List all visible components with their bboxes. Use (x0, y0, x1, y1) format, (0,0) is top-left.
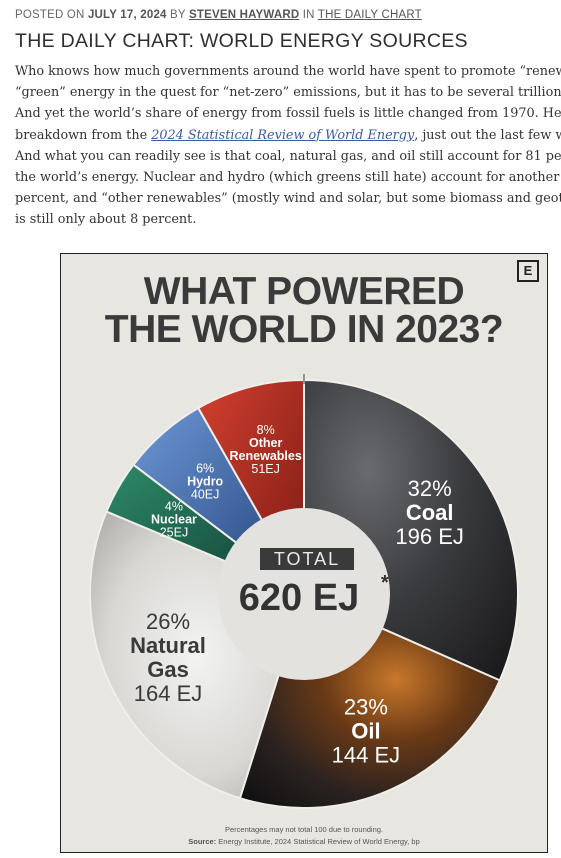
by-label: BY (170, 9, 186, 21)
energy-infographic: E WHAT POWERED THE WORLD IN 2023? (60, 253, 548, 853)
body-line: And yet the world’s share of energy from… (15, 106, 561, 122)
post-body: Who knows how much governments around th… (15, 61, 561, 231)
slice-label-natural-gas: 26% Natural Gas 164 EJ (130, 609, 206, 706)
category-link[interactable]: THE DAILY CHART (317, 9, 422, 21)
slice-label-coal: 32% Coal 196 EJ (395, 476, 464, 549)
statistical-review-link[interactable]: 2024 Statistical Review of World Energy (151, 127, 415, 143)
slice-label-oil: 23% Oil 144 EJ (332, 694, 401, 767)
slice-label-other-renewables: 8% Other Renewables 51EJ (230, 423, 302, 476)
rounding-footnote: Percentages may not total 100 due to rou… (224, 825, 384, 834)
body-line: percent, and “other renewables” (mostly … (15, 191, 561, 207)
body-line: is still only about 8 percent. (15, 212, 197, 228)
infographic-headline-line2: THE WORLD IN 2023? (104, 308, 504, 351)
body-line: breakdown from the 2024 Statistical Revi… (15, 125, 561, 146)
slice-label-hydro: 6% Hydro 40EJ (187, 462, 223, 502)
post-meta: POSTED ON JULY 17, 2024 BY STEVEN HAYWAR… (15, 9, 422, 21)
author-link[interactable]: STEVEN HAYWARD (189, 9, 300, 21)
slice-label-nuclear: 4% Nuclear 25EJ (151, 500, 197, 540)
post-date: JULY 17, 2024 (87, 9, 167, 21)
in-label: IN (302, 9, 315, 21)
energy-pie-chart: TOTAL 620 EJ * 32% Coal 196 EJ 23% Oil 144 EJ… (89, 374, 519, 809)
post-title: THE DAILY CHART: WORLD ENERGY SOURCES (15, 30, 468, 52)
body-text-segment: breakdown from the (15, 127, 148, 143)
body-line: Who knows how much governments around th… (15, 64, 561, 79)
posted-on-label: POSTED ON (15, 9, 85, 21)
source-label: Source: (188, 837, 217, 846)
total-value: 620 EJ (239, 577, 359, 619)
infographic-headline-line1: WHAT POWERED (143, 270, 465, 313)
total-label: TOTAL (274, 549, 340, 569)
publisher-logo: E (517, 260, 539, 282)
pie-labels: 32% Coal 196 EJ 23% Oil 144 EJ 26% Natural Gas 16… (130, 374, 464, 767)
source-line: Source: Energy Institute, 2024 Statistic… (61, 837, 547, 846)
body-text-segment: , just out the last few week (414, 127, 561, 143)
total-label-box (260, 548, 354, 570)
source-text: Energy Institute, 2024 Statistical Revie… (218, 837, 420, 846)
body-line: “green” energy in the quest for “net-zer… (15, 85, 561, 101)
total-asterisk: * (381, 572, 389, 594)
body-line: the world’s energy. Nuclear and hydro (w… (15, 170, 561, 186)
body-line: And what you can readily see is that coa… (15, 148, 561, 164)
